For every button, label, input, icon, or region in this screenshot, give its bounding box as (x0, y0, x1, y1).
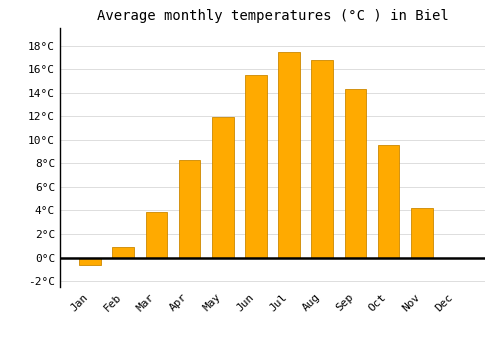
Bar (411, 208, 432, 258)
Bar (179, 160, 201, 258)
Bar (278, 51, 300, 258)
Bar (146, 212, 167, 258)
Bar (344, 89, 366, 258)
Bar (378, 145, 400, 258)
Bar (245, 75, 266, 258)
Bar (312, 60, 333, 258)
Title: Average monthly temperatures (°C ) in Biel: Average monthly temperatures (°C ) in Bi… (96, 9, 448, 23)
Bar (112, 247, 134, 258)
Bar (80, 258, 101, 265)
Bar (212, 118, 234, 258)
